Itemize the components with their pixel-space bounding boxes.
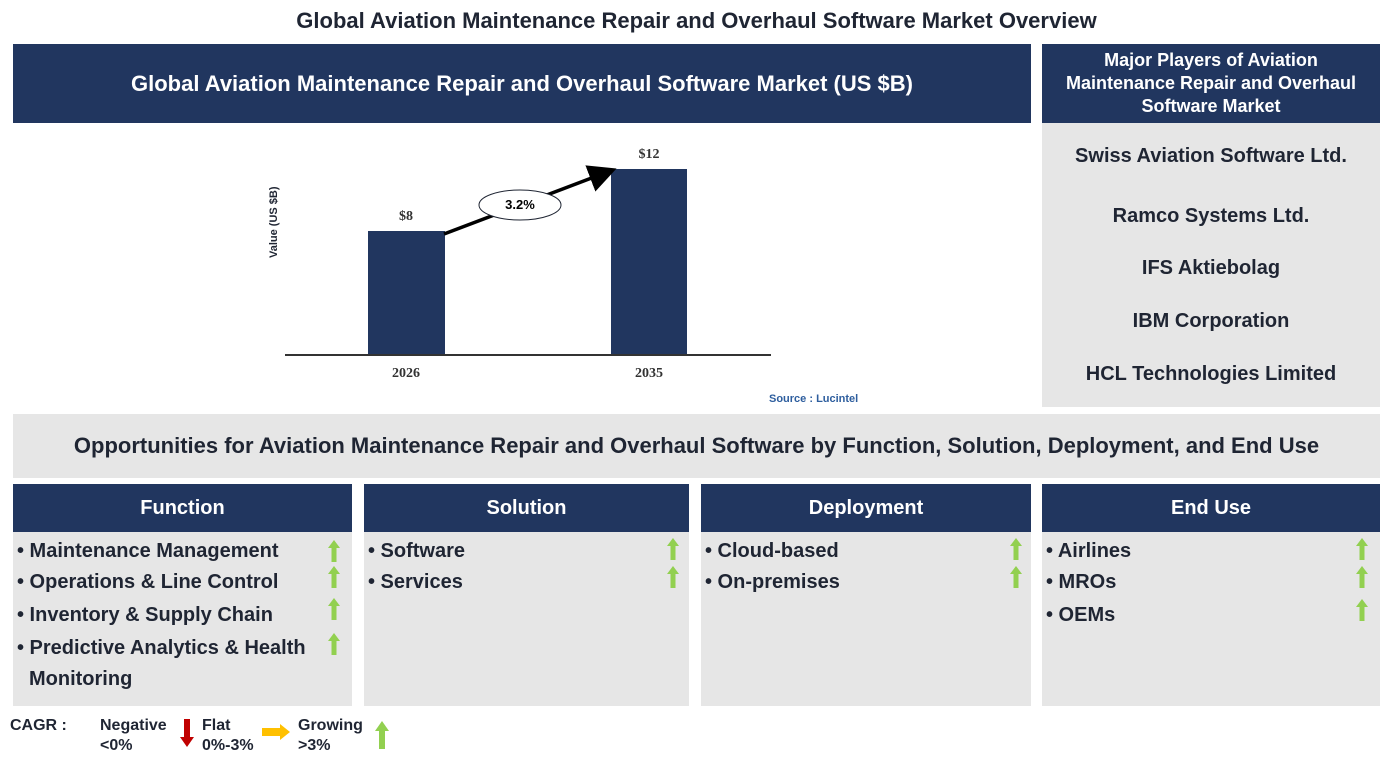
legend-negative: Negative <0% xyxy=(100,716,167,756)
growing-arrow-icon xyxy=(328,598,340,620)
bar-value-2035: $12 xyxy=(638,147,660,162)
growing-arrow-icon xyxy=(667,538,679,560)
legend-flat-range: 0%-3% xyxy=(202,737,254,754)
growing-arrow-icon xyxy=(1356,538,1368,560)
x-axis xyxy=(285,354,771,356)
bar-value-2026: $8 xyxy=(399,209,413,224)
page-title: Global Aviation Maintenance Repair and O… xyxy=(296,8,1097,33)
growing-arrow-icon xyxy=(1356,599,1368,621)
cagr-legend-label: CAGR : xyxy=(10,717,67,734)
legend-flat: Flat 0%-3% xyxy=(202,716,254,756)
growing-arrow-icon xyxy=(328,633,340,655)
player-item: IFS Aktiebolag xyxy=(1141,257,1281,279)
segment-header: Solution xyxy=(364,484,689,532)
segment-item: • Predictive Analytics & Health xyxy=(17,637,306,659)
players-list: Swiss Aviation Software Ltd. Ramco Syste… xyxy=(1042,123,1380,407)
segment-body: • Cloud-based • On-premises xyxy=(701,532,1031,706)
segment-item: • Airlines xyxy=(1046,540,1132,562)
legend-growing-range: >3% xyxy=(298,737,331,754)
segment-deployment: Deployment • Cloud-based • On-premises xyxy=(701,484,1031,706)
bar-2035 xyxy=(611,169,687,355)
segment-solution: Solution • Software • Services xyxy=(364,484,689,706)
segment-header: Function xyxy=(13,484,352,532)
bar-2026 xyxy=(368,231,445,355)
cagr-label: 3.2% xyxy=(505,197,535,212)
segment-function: Function • Maintenance Management • Oper… xyxy=(13,484,352,706)
growing-arrow-icon xyxy=(375,721,389,749)
growing-arrow-icon xyxy=(328,566,340,588)
cagr-arrow-icon xyxy=(443,165,617,236)
legend-growing-label: Growing xyxy=(298,717,363,734)
opportunities-title: Opportunities for Aviation Maintenance R… xyxy=(13,414,1380,478)
segment-item: • Maintenance Management xyxy=(17,540,279,562)
major-players-panel: Major Players of Aviation Maintenance Re… xyxy=(1042,44,1380,407)
segment-header: Deployment xyxy=(701,484,1031,532)
segment-item: • Software xyxy=(368,540,466,562)
legend-negative-label: Negative xyxy=(100,717,167,734)
bar-chart: Value (US $B) $8 $12 2026 2035 3.2% xyxy=(260,130,880,410)
growing-arrow-icon xyxy=(1010,538,1022,560)
flat-arrow-icon xyxy=(262,724,290,740)
segment-item: • Inventory & Supply Chain xyxy=(17,604,273,626)
segment-item-continued: Monitoring xyxy=(29,668,133,690)
segment-item: • Cloud-based xyxy=(705,540,839,562)
segment-item: • OEMs xyxy=(1046,604,1116,626)
players-header: Major Players of Aviation Maintenance Re… xyxy=(1042,44,1380,123)
segment-body: • Software • Services xyxy=(364,532,689,706)
legend-flat-label: Flat xyxy=(202,717,231,734)
segment-body: • Airlines • MROs • OEMs xyxy=(1042,532,1380,706)
x-tick-2035: 2035 xyxy=(635,366,663,381)
segment-body: • Maintenance Management • Operations & … xyxy=(13,532,352,706)
segment-item: • On-premises xyxy=(705,571,840,593)
segment-item: • Services xyxy=(368,571,463,593)
player-item: Swiss Aviation Software Ltd. xyxy=(1075,145,1347,167)
growing-arrow-icon xyxy=(1010,566,1022,588)
negative-arrow-icon xyxy=(180,719,194,747)
growing-arrow-icon xyxy=(1356,566,1368,588)
growing-arrow-icon xyxy=(328,540,340,562)
segment-item: • MROs xyxy=(1046,571,1117,593)
legend-negative-range: <0% xyxy=(100,737,133,754)
player-item: HCL Technologies Limited xyxy=(1085,363,1337,385)
segment-header: End Use xyxy=(1042,484,1380,532)
chart-header: Global Aviation Maintenance Repair and O… xyxy=(13,44,1031,123)
segment-item: • Operations & Line Control xyxy=(17,571,279,593)
player-item: IBM Corporation xyxy=(1132,310,1290,332)
source-label: Source : Lucintel xyxy=(769,393,859,405)
legend-growing: Growing >3% xyxy=(298,716,363,756)
segment-end-use: End Use • Airlines • MROs • OEMs xyxy=(1042,484,1380,706)
growing-arrow-icon xyxy=(667,566,679,588)
x-tick-2026: 2026 xyxy=(392,366,420,381)
player-item: Ramco Systems Ltd. xyxy=(1112,205,1310,227)
